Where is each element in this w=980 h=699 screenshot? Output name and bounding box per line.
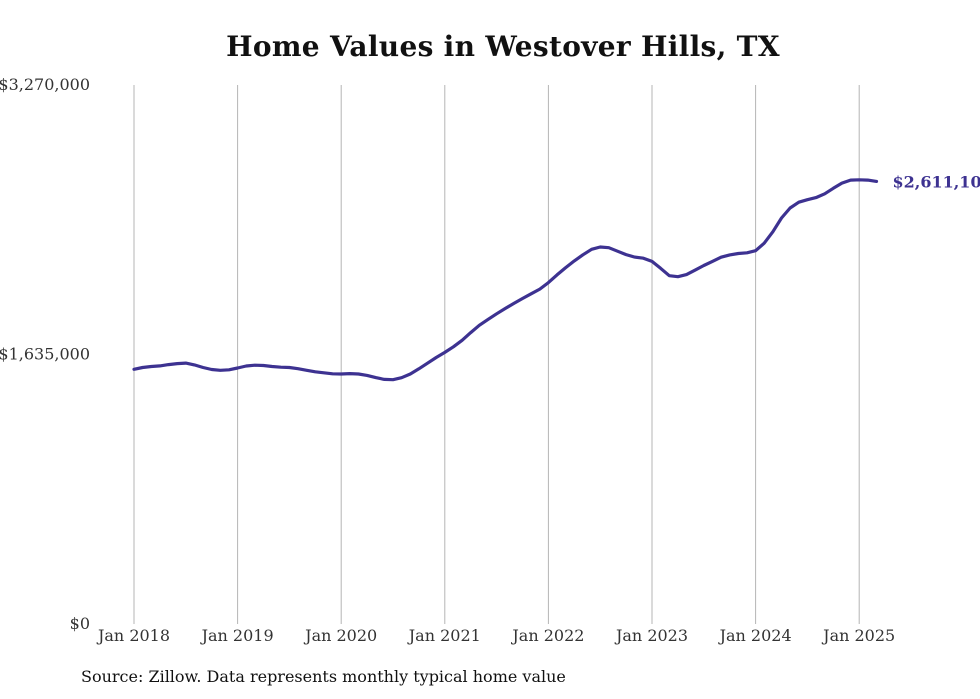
y-tick-label-1: $1,635,000 xyxy=(0,345,90,364)
x-tick-label-4: Jan 2022 xyxy=(510,626,584,645)
chart-title: Home Values in Westover Hills, TX xyxy=(226,30,780,63)
end-value-label: $2,611,105 xyxy=(893,172,980,191)
x-tick-label-2: Jan 2020 xyxy=(303,626,377,645)
x-tick-label-3: Jan 2021 xyxy=(407,626,481,645)
y-axis-tick-labels: $0 $1,635,000 $3,270,000 xyxy=(0,75,90,633)
x-tick-label-0: Jan 2018 xyxy=(96,626,170,645)
y-tick-label-0: $0 xyxy=(70,614,90,633)
x-tick-label-7: Jan 2025 xyxy=(821,626,895,645)
end-value-annotation: $2,611,105 xyxy=(893,172,980,191)
x-axis-tick-labels: Jan 2018 Jan 2019 Jan 2020 Jan 2021 Jan 2022… xyxy=(96,626,895,645)
x-tick-label-1: Jan 2019 xyxy=(200,626,274,645)
x-tick-label-6: Jan 2024 xyxy=(718,626,792,645)
x-tick-label-5: Jan 2023 xyxy=(614,626,688,645)
vertical-gridlines xyxy=(133,85,860,624)
y-tick-label-2: $3,270,000 xyxy=(0,75,90,94)
data-series xyxy=(132,178,879,382)
source-note: Source: Zillow. Data represents monthly … xyxy=(81,667,566,686)
series-line-0 xyxy=(132,178,879,382)
